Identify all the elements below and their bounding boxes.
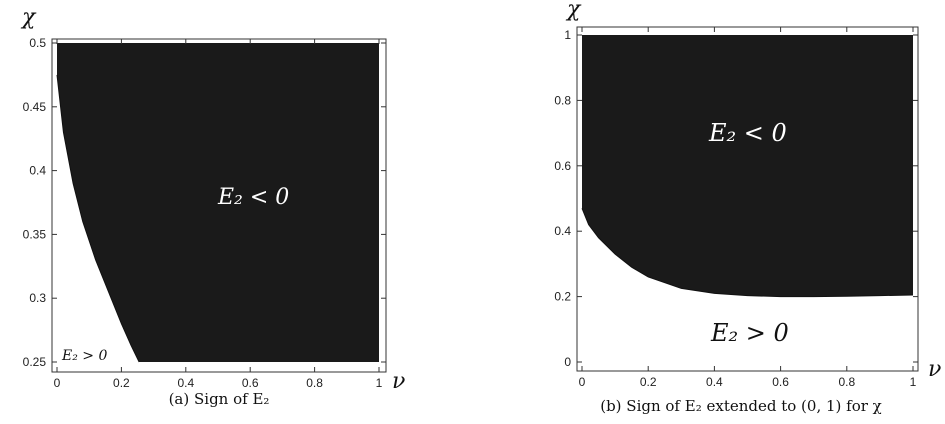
- x-tick-label: 0.8: [838, 375, 855, 389]
- x-tick-label: 0.4: [177, 376, 194, 390]
- boundary-curve-b: [581, 208, 914, 298]
- y-tick-label: 0.4: [554, 224, 571, 238]
- y-tick-label: 0.35: [23, 227, 47, 241]
- caption-b: (b) Sign of E₂ extended to (0, 1) for χ: [600, 397, 882, 415]
- y-tick-label: 0.45: [23, 100, 47, 114]
- axes-frame-b: [576, 26, 919, 372]
- y-tick-label: 0.5: [29, 36, 46, 50]
- x-tick-label: 0.6: [772, 375, 789, 389]
- region-positive-label-b: E₂ > 0: [710, 319, 789, 347]
- x-tick-label: 0.2: [640, 375, 657, 389]
- region-positive-label-a: E₂ > 0: [61, 348, 107, 364]
- x-tick-label: 0.6: [242, 376, 259, 390]
- region-negative-b: [582, 35, 913, 297]
- region-negative-a: [57, 43, 379, 362]
- panel-b: 0 0.2 0.4 0.6 0.8 1 0 0.2 0.4 0.6 0.8 1 (b) Sign of…: [554, 0, 941, 415]
- y-tick-label: 0.6: [554, 159, 571, 173]
- x-tick-label: 0.8: [306, 376, 323, 390]
- y-axis-label-a: χ: [20, 5, 37, 30]
- plot-area-a: 0 0.2 0.4 0.6 0.8 1 0.25 0.3 0.35 0.4 0.45 0.5: [23, 36, 387, 390]
- x-tick-label: 1: [376, 376, 383, 390]
- x-tick-label: 1: [910, 375, 917, 389]
- boundary-curve-a: [56, 74, 140, 363]
- y-tick-label: 0: [564, 355, 571, 369]
- y-tick-label: 1: [564, 28, 571, 42]
- region-negative-label-a: E₂ < 0: [217, 185, 289, 210]
- x-tick-label: 0: [54, 376, 61, 390]
- x-tick-label: 0.4: [706, 375, 723, 389]
- x-tick-label: 0.2: [113, 376, 130, 390]
- y-tick-label: 0.4: [29, 164, 46, 178]
- x-axis-label-b: ν: [928, 357, 941, 382]
- y-tick-label: 0.25: [23, 355, 47, 369]
- caption-a: (a) Sign of E₂: [169, 390, 270, 408]
- plot-area-b: 0 0.2 0.4 0.6 0.8 1 0 0.2 0.4 0.6 0.8 1: [554, 26, 919, 389]
- x-tick-label: 0: [579, 375, 586, 389]
- y-tick-label: 0.8: [554, 93, 571, 107]
- y-tick-label: 0.3: [29, 291, 46, 305]
- axes-frame-a: [51, 38, 387, 373]
- y-axis-label-b: χ: [565, 0, 582, 22]
- x-axis-label-a: ν: [392, 369, 405, 394]
- region-negative-label-b: E₂ < 0: [708, 119, 787, 147]
- panel-a: 0 0.2 0.4 0.6 0.8 1 0.25 0.3 0.35 0.4 0.45 0.5 (a) …: [20, 5, 405, 408]
- y-tick-label: 0.2: [554, 290, 571, 304]
